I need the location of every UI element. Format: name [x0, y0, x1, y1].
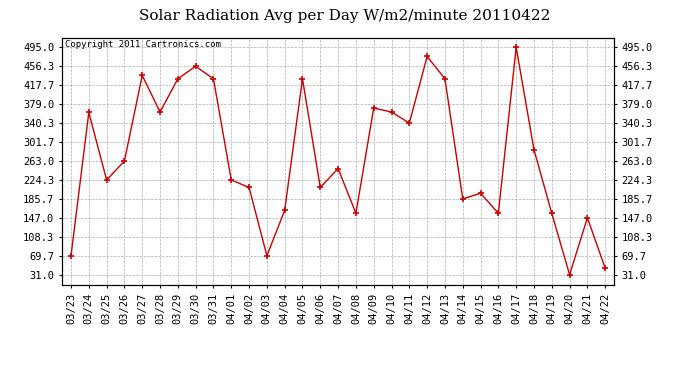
Text: Copyright 2011 Cartronics.com: Copyright 2011 Cartronics.com [65, 40, 221, 49]
Text: Solar Radiation Avg per Day W/m2/minute 20110422: Solar Radiation Avg per Day W/m2/minute … [139, 9, 551, 23]
